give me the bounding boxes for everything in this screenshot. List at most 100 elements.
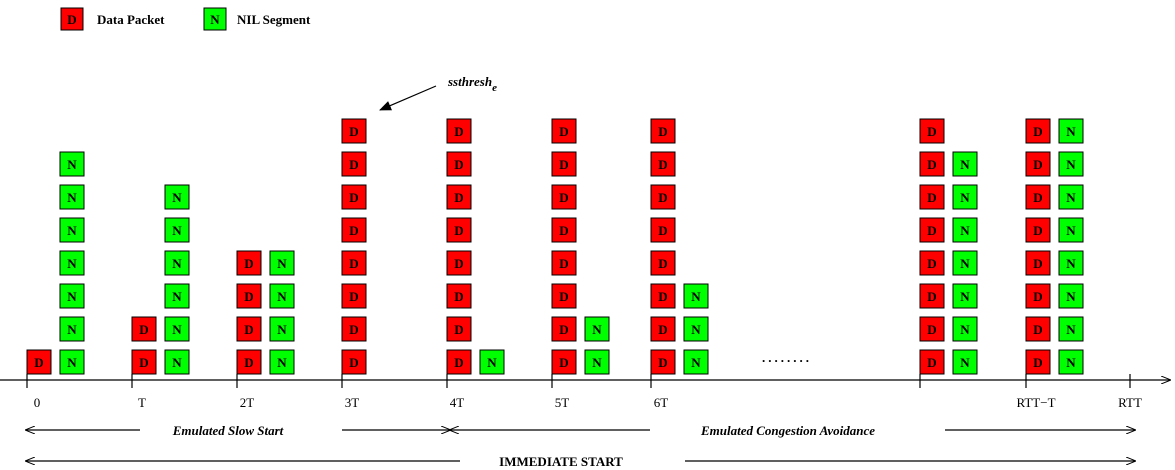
legend-data-label: Data Packet [97,12,165,27]
nil-segment-glyph: N [691,289,701,304]
nil-segment-glyph: N [960,355,970,370]
data-packet-box [131,316,157,342]
ssthresh-annotation: ssthreshe [379,74,497,111]
data-packet: D [919,217,945,243]
nil-segment: N [952,250,978,276]
data-packet-glyph: D [658,289,667,304]
legend-data-glyph: D [67,12,76,27]
data-packet-glyph: D [244,256,253,271]
nil-segment-box [59,349,85,375]
data-packet: D [1025,283,1051,309]
data-packet-glyph: D [1033,157,1042,172]
data-packet: D [551,349,577,375]
data-packet-glyph: D [1033,289,1042,304]
data-packet-glyph: D [139,355,148,370]
nil-segment-glyph: N [67,256,77,271]
nil-segment-box [952,151,978,177]
data-packet-box [446,349,472,375]
ssthresh-arrow [379,85,437,111]
nil-segment-box [1058,151,1084,177]
data-packet-box [1025,151,1051,177]
nil-segment-box [952,349,978,375]
nil-segment-glyph: N [960,322,970,337]
data-packet-glyph: D [1033,124,1042,139]
data-packet: D [551,283,577,309]
data-packet-glyph: D [1033,322,1042,337]
data-packet-glyph: D [658,124,667,139]
data-packet-box [1025,316,1051,342]
data-packet: D [650,151,676,177]
phase-immediate-start: IMMEDIATE START [26,454,1135,469]
data-packet: D [919,349,945,375]
data-packet: D [446,283,472,309]
data-packet-glyph: D [927,190,936,205]
data-packet-box [1025,283,1051,309]
nil-segment-box [164,316,190,342]
nil-segment-glyph: N [67,355,77,370]
time-axis: 0 T 2T 3T 4T 5T 6T RTT−T RTT [0,374,1170,410]
data-packet-glyph: D [34,355,43,370]
legend-nil-segment: N NIL Segment [203,7,311,31]
data-packet-glyph: D [349,355,358,370]
nil-segment: N [269,349,295,375]
axis-tick-label: 5T [555,395,570,410]
nil-segment-glyph: N [960,190,970,205]
data-packet-box [341,349,367,375]
data-packet-box [650,283,676,309]
data-packet-box [919,250,945,276]
data-packet-box [341,151,367,177]
nil-segment: N [59,184,85,210]
data-packet-glyph: D [454,124,463,139]
nil-segment: N [1058,151,1084,177]
data-packet: D [1025,217,1051,243]
legend-data-swatch [60,7,84,31]
nil-segment-box [479,349,505,375]
nil-segment-box [1058,250,1084,276]
legend-nil-swatch [203,7,227,31]
nil-segment-box [269,349,295,375]
data-packet-glyph: D [927,256,936,271]
data-packet: D [446,184,472,210]
data-packet-box [1025,118,1051,144]
data-packet-box [551,151,577,177]
data-packet-glyph: D [658,223,667,238]
data-packet-box [341,283,367,309]
nil-segment: N [164,250,190,276]
data-packet: D [236,283,262,309]
data-packet: D [341,283,367,309]
nil-segment: N [683,283,709,309]
nil-segment-glyph: N [67,190,77,205]
axis-tick-label: 3T [345,395,360,410]
nil-segment: N [269,250,295,276]
nil-segment: N [1058,184,1084,210]
phase-slow-start: Emulated Slow Start [26,423,450,438]
data-packet-box [551,217,577,243]
data-packet: D [650,118,676,144]
data-packet-box [919,349,945,375]
data-packet-box [446,316,472,342]
nil-segment: N [952,217,978,243]
data-packet-glyph: D [349,289,358,304]
nil-segment: N [59,349,85,375]
data-packet: D [919,283,945,309]
data-packet-glyph: D [559,223,568,238]
data-packet-box [1025,349,1051,375]
slow-start-label: Emulated Slow Start [172,423,284,438]
data-packet-glyph: D [927,322,936,337]
data-packet-box [236,316,262,342]
nil-segment: N [164,349,190,375]
nil-segment: N [479,349,505,375]
data-packet-box [446,217,472,243]
data-packet-glyph: D [349,322,358,337]
nil-segment-glyph: N [277,322,287,337]
data-packet-glyph: D [927,157,936,172]
nil-segment-box [164,184,190,210]
data-packet-glyph: D [454,289,463,304]
data-packet-box [919,283,945,309]
nil-segment-glyph: N [1066,157,1076,172]
data-packet: D [446,217,472,243]
data-packet: D [551,250,577,276]
nil-segment: N [584,349,610,375]
nil-segment: N [1058,316,1084,342]
nil-segment-box [59,217,85,243]
